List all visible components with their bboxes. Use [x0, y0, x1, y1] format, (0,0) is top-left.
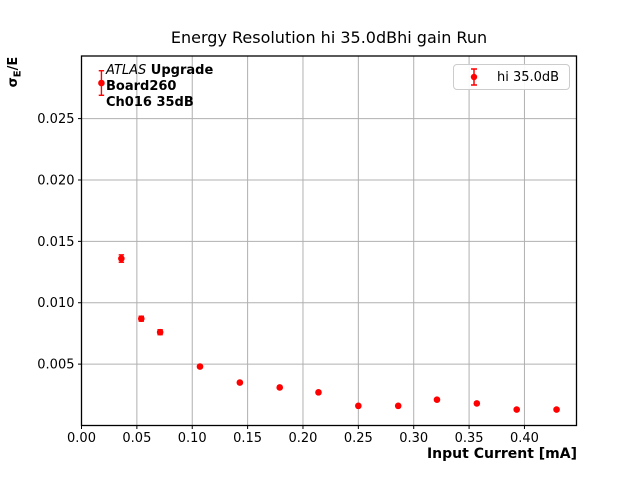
data-point — [394, 402, 402, 410]
data-point — [98, 79, 105, 87]
annotation-line-2: Board260 — [106, 79, 177, 94]
x-tick-label: 0.35 — [455, 431, 484, 446]
data-point — [553, 406, 560, 413]
legend-label: hi 35.0dB — [497, 69, 560, 85]
errorbar-marker-icon — [470, 68, 478, 86]
data-point — [473, 400, 481, 407]
y-tick-label: 0.005 — [37, 358, 74, 373]
annotation-upgrade-text: Upgrade — [146, 63, 214, 78]
x-axis-label: Input Current [mA] — [426, 446, 577, 462]
axes-border — [80, 55, 578, 427]
y-axis-label-rest: /E — [6, 56, 21, 71]
y-axis-label-sigma: σ — [6, 77, 21, 88]
x-tick-label: 0.05 — [122, 431, 151, 446]
y-tick-label: 0.025 — [37, 112, 74, 127]
data-point — [196, 363, 204, 370]
x-tick-label: 0.30 — [399, 431, 428, 446]
chart-title: Energy Resolution hi 35.0dBhi gain Run — [170, 28, 488, 47]
y-axis-label: σE/E — [6, 54, 24, 90]
y-tick-label: 0.010 — [37, 296, 74, 311]
data-point — [315, 389, 322, 396]
data-point — [355, 402, 362, 410]
data-point — [433, 396, 441, 404]
y-axis-label-subscript: E — [12, 70, 24, 78]
y-tick-label: 0.015 — [37, 235, 74, 250]
annotation-atlas-text: ATLAS — [106, 63, 147, 78]
x-tick-label: 0.40 — [510, 431, 539, 446]
x-tick-label: 0.25 — [344, 431, 373, 446]
data-point — [137, 315, 145, 323]
data-point — [513, 406, 521, 413]
legend: hi 35.0dB — [453, 64, 570, 90]
annotation-line-1: ATLAS Upgrade — [106, 63, 213, 79]
x-tick-label: 0.15 — [233, 431, 262, 446]
data-point — [276, 384, 284, 391]
annotation-line-3: Ch016 35dB — [106, 95, 194, 110]
x-tick-label: 0.20 — [288, 431, 317, 446]
y-tick-label: 0.020 — [37, 173, 74, 188]
annotation: ATLAS Upgrade Board260 Ch016 35dB — [106, 63, 213, 111]
data-point — [118, 255, 125, 262]
data-point — [236, 379, 244, 386]
x-tick-label: 0.10 — [178, 431, 207, 446]
x-tick-label: 0.00 — [67, 431, 96, 446]
data-point — [156, 328, 164, 336]
